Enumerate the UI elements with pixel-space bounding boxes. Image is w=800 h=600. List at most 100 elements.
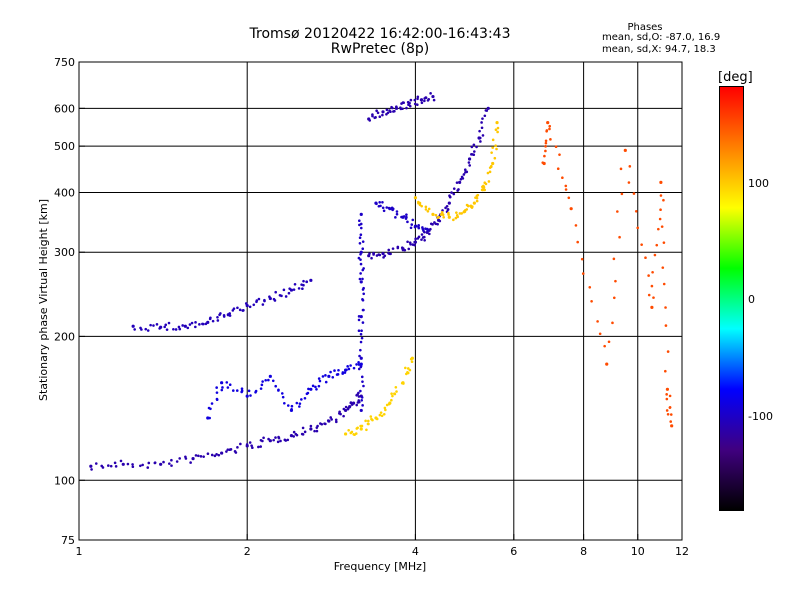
- colorbar-unit: [deg]: [718, 70, 753, 85]
- trace-fill-point: [342, 414, 345, 418]
- trace-fill-point: [331, 376, 335, 379]
- data-point: [220, 381, 224, 385]
- trace-fill-point: [414, 224, 418, 228]
- trace-fill-point: [248, 441, 252, 444]
- data-point: [431, 212, 435, 216]
- trace-fill-point: [295, 433, 299, 437]
- trace-fill-point: [357, 361, 360, 364]
- trace-fill-point: [90, 468, 93, 471]
- x-axis-label: Frequency [MHz]: [334, 560, 426, 573]
- trace-fill-point: [479, 140, 482, 143]
- trace-fill-point: [94, 462, 98, 465]
- trace-fill-point: [442, 216, 445, 219]
- trace-fill-point: [455, 181, 459, 184]
- trace-fill-point: [290, 404, 294, 408]
- trace-fill-point: [611, 321, 614, 325]
- trace-fill-point: [612, 296, 616, 300]
- trace-fill-point: [359, 233, 363, 237]
- trace-fill-point: [588, 285, 592, 289]
- data-point: [419, 98, 423, 102]
- trace-fill-point: [576, 240, 579, 244]
- trace-fill-point: [362, 384, 365, 388]
- trace-fill-point: [420, 204, 423, 208]
- trace-fill-point: [432, 98, 436, 102]
- trace-group: [413, 121, 500, 222]
- trace-fill-point: [423, 238, 426, 242]
- trace-fill-point: [215, 453, 218, 456]
- trace-fill-point: [647, 293, 651, 297]
- trace-fill-point: [175, 460, 179, 463]
- trace-fill-point: [301, 433, 305, 436]
- data-point: [289, 434, 294, 438]
- phase-stat-o: mean, sd,O: -87.0, 16.9: [602, 32, 721, 43]
- y-axis-label: Stationary phase Virtual Height [km]: [37, 199, 50, 401]
- trace-fill-point: [360, 396, 364, 399]
- trace-fill-point: [463, 209, 467, 212]
- x-axis-ticks: 1 2 4 6 8 10 12: [76, 534, 689, 558]
- trace-fill-point: [281, 395, 285, 399]
- trace-fill-point: [226, 386, 230, 389]
- trace-fill-point: [402, 215, 406, 218]
- trace-fill-point: [264, 378, 267, 382]
- trace-group: [357, 212, 366, 413]
- trace-fill-point: [170, 458, 173, 462]
- trace-fill-point: [558, 153, 561, 156]
- trace-fill-point: [480, 126, 484, 130]
- trace-fill-point: [422, 229, 425, 232]
- trace-fill-point: [250, 444, 253, 447]
- trace-fill-point: [485, 109, 489, 112]
- trace-fill-point: [469, 205, 473, 208]
- trace-fill-point: [257, 445, 260, 449]
- trace-fill-point: [669, 413, 673, 416]
- trace-fill-point: [406, 100, 410, 104]
- trace-fill-point: [379, 204, 382, 208]
- data-point: [359, 427, 363, 431]
- trace-fill-point: [627, 181, 631, 184]
- phase-stat-x: mean, sd,X: 94.7, 18.3: [602, 44, 716, 55]
- trace-fill-point: [360, 375, 364, 379]
- trace-fill-point: [423, 99, 426, 103]
- trace-fill-point: [413, 240, 416, 244]
- trace-fill-point: [556, 167, 560, 171]
- trace-fill-point: [236, 306, 239, 310]
- data-points: [89, 92, 674, 471]
- trace-fill-point: [389, 110, 392, 113]
- trace-fill-point: [404, 366, 407, 370]
- trace-fill-point: [420, 101, 424, 105]
- trace-group: [131, 278, 313, 332]
- trace-fill-point: [666, 413, 670, 416]
- trace-fill-point: [301, 426, 305, 430]
- trace-fill-point: [651, 270, 654, 274]
- data-point: [388, 207, 392, 211]
- trace-fill-point: [347, 429, 350, 432]
- trace-fill-point: [292, 435, 296, 438]
- trace-fill-point: [177, 325, 181, 329]
- trace-fill-point: [368, 119, 372, 122]
- trace-fill-point: [309, 424, 313, 428]
- trace-fill-point: [406, 220, 409, 224]
- trace-fill-point: [421, 226, 424, 229]
- trace-fill-point: [418, 201, 422, 205]
- trace-fill-point: [390, 392, 393, 395]
- trace-fill-point: [478, 129, 481, 133]
- trace-fill-point: [490, 151, 493, 154]
- trace-fill-point: [427, 207, 431, 211]
- trace-fill-point: [350, 430, 354, 434]
- trace-fill-point: [480, 121, 483, 124]
- trace-fill-point: [324, 374, 327, 377]
- colorbar: [719, 86, 744, 511]
- trace-fill-point: [356, 426, 359, 430]
- trace-fill-point: [581, 272, 585, 275]
- trace-fill-point: [233, 450, 237, 453]
- trace-fill-point: [333, 369, 336, 372]
- trace-fill-point: [303, 396, 307, 400]
- trace-fill-point: [494, 128, 498, 132]
- trace-group: [89, 391, 363, 471]
- trace-fill-point: [358, 277, 362, 281]
- trace-fill-point: [358, 236, 362, 240]
- trace-fill-point: [445, 204, 449, 208]
- trace-fill-point: [178, 457, 181, 460]
- trace-fill-point: [126, 462, 130, 466]
- trace-fill-point: [194, 321, 197, 324]
- trace-fill-point: [493, 156, 497, 160]
